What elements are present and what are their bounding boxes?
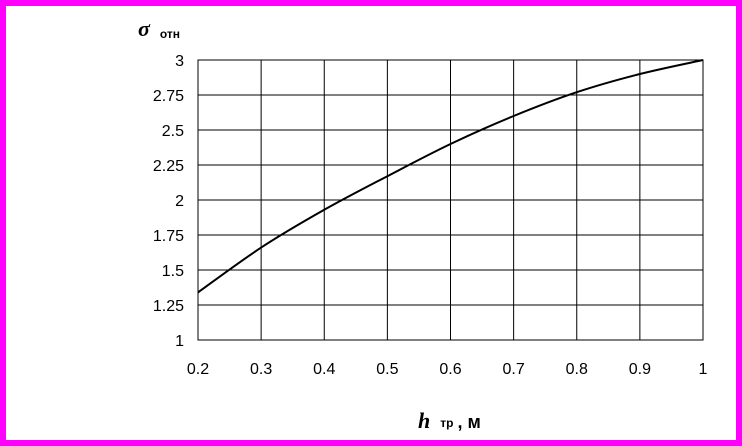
y-tick-label: 1.75 (153, 228, 184, 245)
y-tick-label: 1 (175, 333, 184, 350)
x-tick-label: 0.3 (250, 361, 272, 378)
y-axis-label: σ отн (138, 16, 180, 41)
x-axis-symbol: h (418, 408, 430, 433)
x-axis-subscript: тр (440, 416, 453, 430)
x-axis-unit: , м (457, 412, 480, 432)
y-tick-label: 2 (175, 193, 184, 210)
x-tick-label: 0.8 (566, 361, 588, 378)
x-tick-label: 1 (699, 361, 708, 378)
y-axis-symbol: σ (138, 16, 151, 41)
x-tick-label: 0.5 (376, 361, 398, 378)
x-tick-label: 0.7 (503, 361, 525, 378)
y-tick-label: 1.25 (153, 298, 184, 315)
x-tick-label: 0.2 (187, 361, 209, 378)
y-tick-label: 2.25 (153, 158, 184, 175)
y-tick-labels: 1 1.25 1.5 1.75 2 2.25 2.5 2.75 3 (153, 53, 184, 350)
y-tick-label: 3 (175, 53, 184, 70)
y-tick-label: 2.75 (153, 88, 184, 105)
series-group (197, 59, 704, 294)
x-tick-label: 0.4 (313, 361, 335, 378)
x-tick-label: 0.6 (439, 361, 461, 378)
y-axis-subscript: отн (160, 27, 180, 41)
x-tick-label: 0.9 (629, 361, 651, 378)
y-tick-label: 2.5 (162, 123, 184, 140)
y-tick-label: 1.5 (162, 263, 184, 280)
x-axis-label: h тр , м (418, 408, 481, 433)
series-line (197, 59, 704, 294)
x-tick-labels: 0.2 0.3 0.4 0.5 0.6 0.7 0.8 0.9 1 (187, 361, 708, 378)
grid-lines (197, 59, 704, 341)
